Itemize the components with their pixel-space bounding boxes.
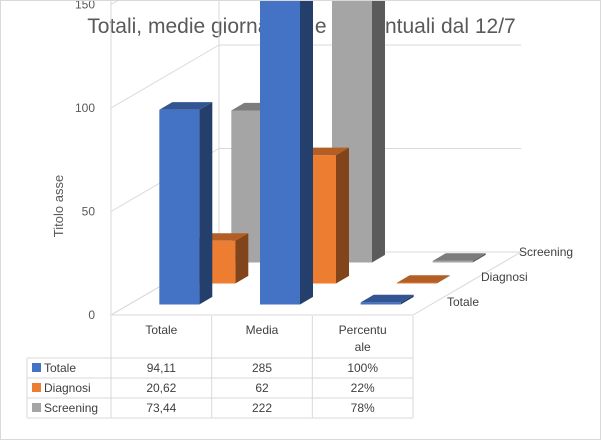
data-table-value: 20,62 bbox=[146, 381, 176, 395]
bar-top-screening bbox=[432, 253, 486, 261]
data-table-value: 285 bbox=[252, 361, 272, 375]
bar-side-diagnosi bbox=[336, 147, 349, 284]
data-table-value: 62 bbox=[255, 381, 269, 395]
gridline-side bbox=[110, 1, 118, 5]
data-table-value: 73,44 bbox=[146, 401, 176, 415]
y-tick-label: 150 bbox=[75, 1, 95, 12]
y-tick-label: 100 bbox=[75, 101, 95, 115]
bar-side-screening bbox=[472, 253, 486, 263]
depth-axis-label: Screening bbox=[519, 245, 573, 259]
y-tick-label: 50 bbox=[82, 205, 96, 219]
data-table-value: 94,11 bbox=[147, 361, 176, 375]
x-tick-label: ale bbox=[355, 340, 371, 354]
data-table-value: 100% bbox=[347, 361, 378, 375]
bar-side-screening bbox=[372, 1, 385, 263]
legend-key-screening bbox=[32, 403, 41, 412]
bar-side-diagnosi bbox=[235, 233, 249, 284]
data-table-value: 78% bbox=[351, 401, 375, 415]
bar-side-totale bbox=[400, 294, 414, 305]
data-table-value: 222 bbox=[252, 401, 272, 415]
bar-top-diagnosi bbox=[396, 275, 450, 283]
legend-key-totale bbox=[32, 363, 41, 372]
bar-top-totale bbox=[360, 294, 414, 303]
bar-totale bbox=[159, 109, 200, 305]
y-tick-label: 0 bbox=[88, 308, 95, 322]
data-table-value: 22% bbox=[351, 381, 375, 395]
legend-label: Totale bbox=[44, 361, 76, 375]
bar-totale bbox=[260, 1, 300, 305]
depth-axis-label: Totale bbox=[447, 295, 479, 309]
x-tick-label: Totale bbox=[145, 323, 177, 337]
depth-axis-label: Diagnosi bbox=[481, 270, 528, 284]
x-tick-label: Media bbox=[246, 323, 279, 337]
bar-side-totale bbox=[300, 1, 313, 305]
gridline-side bbox=[110, 44, 220, 109]
y-axis-title: Titolo asse bbox=[51, 175, 66, 237]
x-tick-label: Percentu bbox=[339, 323, 387, 337]
legend-key-diagnosi bbox=[32, 383, 41, 392]
legend-label: Screening bbox=[44, 401, 98, 415]
bar-screening bbox=[432, 260, 473, 263]
bar-top-totale bbox=[159, 102, 213, 110]
bar-side-diagnosi bbox=[436, 275, 450, 284]
bar-totale bbox=[360, 302, 401, 305]
bar-side-totale bbox=[199, 102, 213, 305]
legend-label: Diagnosi bbox=[44, 381, 91, 395]
bar-diagnosi bbox=[396, 282, 437, 284]
